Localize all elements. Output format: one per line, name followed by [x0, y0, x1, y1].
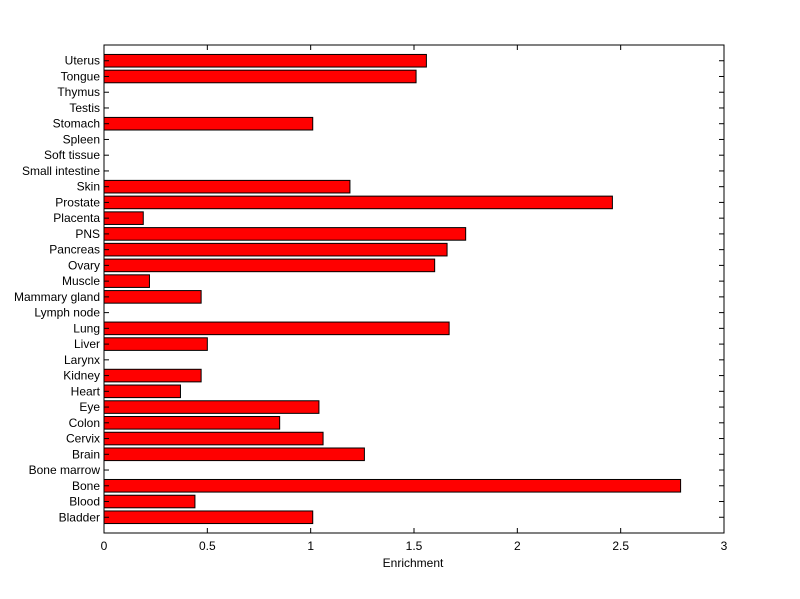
y-tick-label: Eye	[79, 400, 100, 414]
bar-pns	[103, 227, 467, 241]
x-tick-label: 0	[101, 539, 108, 553]
x-ticks-group: 0 0.5 1 1.5 2 2.5 3	[101, 45, 728, 553]
x-tick-label: 1.5	[406, 539, 423, 553]
y-tick-label: Testis	[69, 101, 100, 115]
y-tick-label: Ovary	[68, 258, 100, 272]
y-tick-label: Brain	[72, 447, 100, 461]
y-tick-label: Soft tissue	[44, 148, 100, 162]
y-tick-label: Bladder	[59, 510, 100, 524]
bar-blood	[103, 494, 196, 509]
x-tick-label: 1	[307, 539, 314, 553]
bar-bone	[103, 478, 682, 493]
y-tick-label: Bone	[72, 479, 100, 493]
bar-prostate	[103, 195, 613, 210]
y-tick-label: Muscle	[62, 274, 100, 288]
bar-stomach	[103, 116, 314, 131]
y-tick-label: PNS	[75, 227, 100, 241]
y-tick-label: Spleen	[63, 132, 100, 146]
bar-cervix	[103, 431, 324, 446]
x-tick-label: 0.5	[199, 539, 216, 553]
y-tick-label: Thymus	[57, 85, 100, 99]
y-tick-label: Lymph node	[34, 306, 100, 320]
y-tick-label: Prostate	[55, 195, 100, 209]
y-tick-label: Placenta	[53, 211, 100, 225]
y-tick-label: Skin	[77, 180, 100, 194]
x-axis-title: Enrichment	[383, 556, 444, 570]
y-tick-label: Stomach	[53, 117, 100, 131]
bar-eye	[103, 400, 320, 414]
y-tick-label: Bone marrow	[29, 463, 101, 477]
bar-placenta	[103, 211, 144, 225]
y-tick-label: Heart	[71, 384, 101, 398]
x-tick-label: 2.5	[612, 539, 629, 553]
y-tick-label: Larynx	[64, 353, 100, 367]
bar-colon	[103, 416, 281, 430]
x-tick-label: 2	[514, 539, 521, 553]
bar-muscle	[103, 274, 150, 288]
y-tick-label: Liver	[74, 337, 100, 351]
bar-mammary-gland	[103, 290, 202, 304]
y-tick-label: Colon	[69, 416, 100, 430]
bar-brain	[103, 447, 365, 462]
y-tick-label: Small intestine	[22, 164, 100, 178]
bar-pancreas	[103, 242, 448, 257]
bar-uterus	[103, 53, 427, 68]
bar-skin	[103, 179, 351, 194]
bar-heart	[103, 384, 181, 399]
bar-kidney	[103, 368, 202, 383]
y-tick-label: Lung	[73, 321, 100, 335]
x-tick-label: 3	[721, 539, 728, 553]
bar-ovary	[103, 258, 436, 273]
y-tick-label: Cervix	[66, 432, 100, 446]
y-tick-label: Mammary gland	[14, 290, 100, 304]
bar-tongue	[103, 69, 417, 84]
y-tick-label: Blood	[69, 495, 100, 509]
bar-liver	[103, 337, 208, 351]
bar-lung	[103, 321, 450, 336]
y-tick-label: Uterus	[65, 54, 100, 68]
y-tick-label: Kidney	[63, 369, 100, 383]
y-tick-label: Tongue	[61, 69, 101, 83]
bar-bladder	[103, 510, 314, 525]
y-tick-label: Pancreas	[49, 243, 100, 257]
